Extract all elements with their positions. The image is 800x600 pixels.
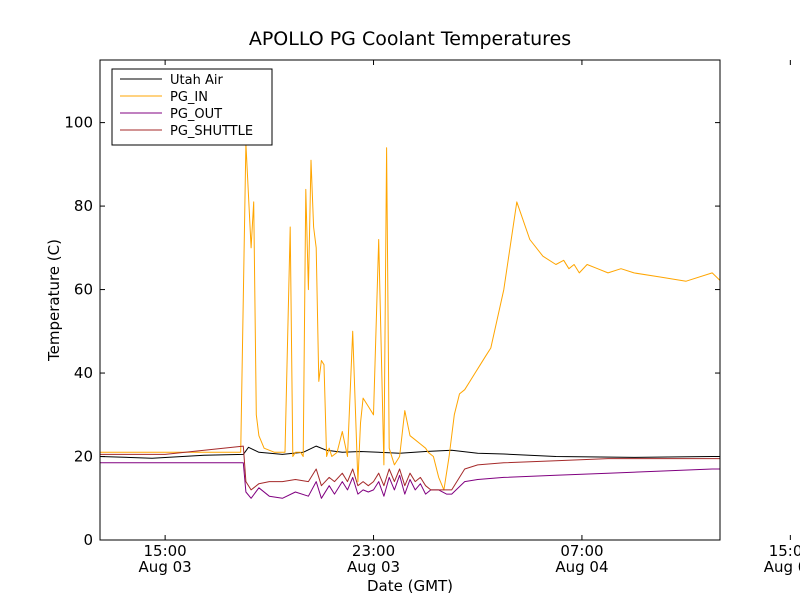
y-tick-label: 40 bbox=[74, 364, 93, 382]
y-axis-title: Temperature (C) bbox=[45, 239, 63, 362]
x-tick-label-time: 07:00 bbox=[560, 542, 603, 560]
y-tick-label: 100 bbox=[64, 114, 93, 132]
legend-box bbox=[111, 68, 273, 146]
series-line-pg-in bbox=[100, 143, 720, 491]
x-axis-title: Date (GMT) bbox=[367, 577, 453, 595]
y-tick-label: 60 bbox=[74, 281, 93, 299]
x-tick-label-date: Aug 04 bbox=[555, 558, 608, 576]
series-line-pg-shuttle bbox=[100, 445, 720, 491]
x-tick-label-time: 15:00 bbox=[144, 542, 187, 560]
series-line-utah-air bbox=[100, 445, 720, 459]
x-tick-label-date: Aug 04 bbox=[764, 558, 800, 576]
series-layer bbox=[100, 143, 720, 499]
legend-label-pg-shuttle: PG_SHUTTLE bbox=[170, 124, 253, 139]
y-tick-label: 80 bbox=[74, 197, 93, 215]
y-axis: 0 20 40 60 80 100 bbox=[64, 114, 720, 549]
x-tick-label-date: Aug 03 bbox=[347, 558, 400, 576]
y-tick-label: 20 bbox=[74, 448, 93, 466]
plot-frame bbox=[99, 59, 721, 541]
x-tick-label-date: Aug 03 bbox=[139, 558, 192, 576]
x-tick-label-time: 23:00 bbox=[352, 542, 395, 560]
legend-label-pg-in: PG_IN bbox=[170, 90, 208, 105]
y-tick-label: 0 bbox=[83, 531, 93, 549]
legend-label-pg-out: PG_OUT bbox=[170, 107, 222, 122]
x-tick-label-time: 15:00 bbox=[769, 542, 800, 560]
series-line-pg-out bbox=[100, 462, 720, 499]
legend-label-utah-air: Utah Air bbox=[170, 73, 223, 88]
chart-title: APOLLO PG Coolant Temperatures bbox=[249, 28, 571, 50]
legend: Utah Air PG_IN PG_OUT PG_SHUTTLE bbox=[111, 68, 273, 146]
